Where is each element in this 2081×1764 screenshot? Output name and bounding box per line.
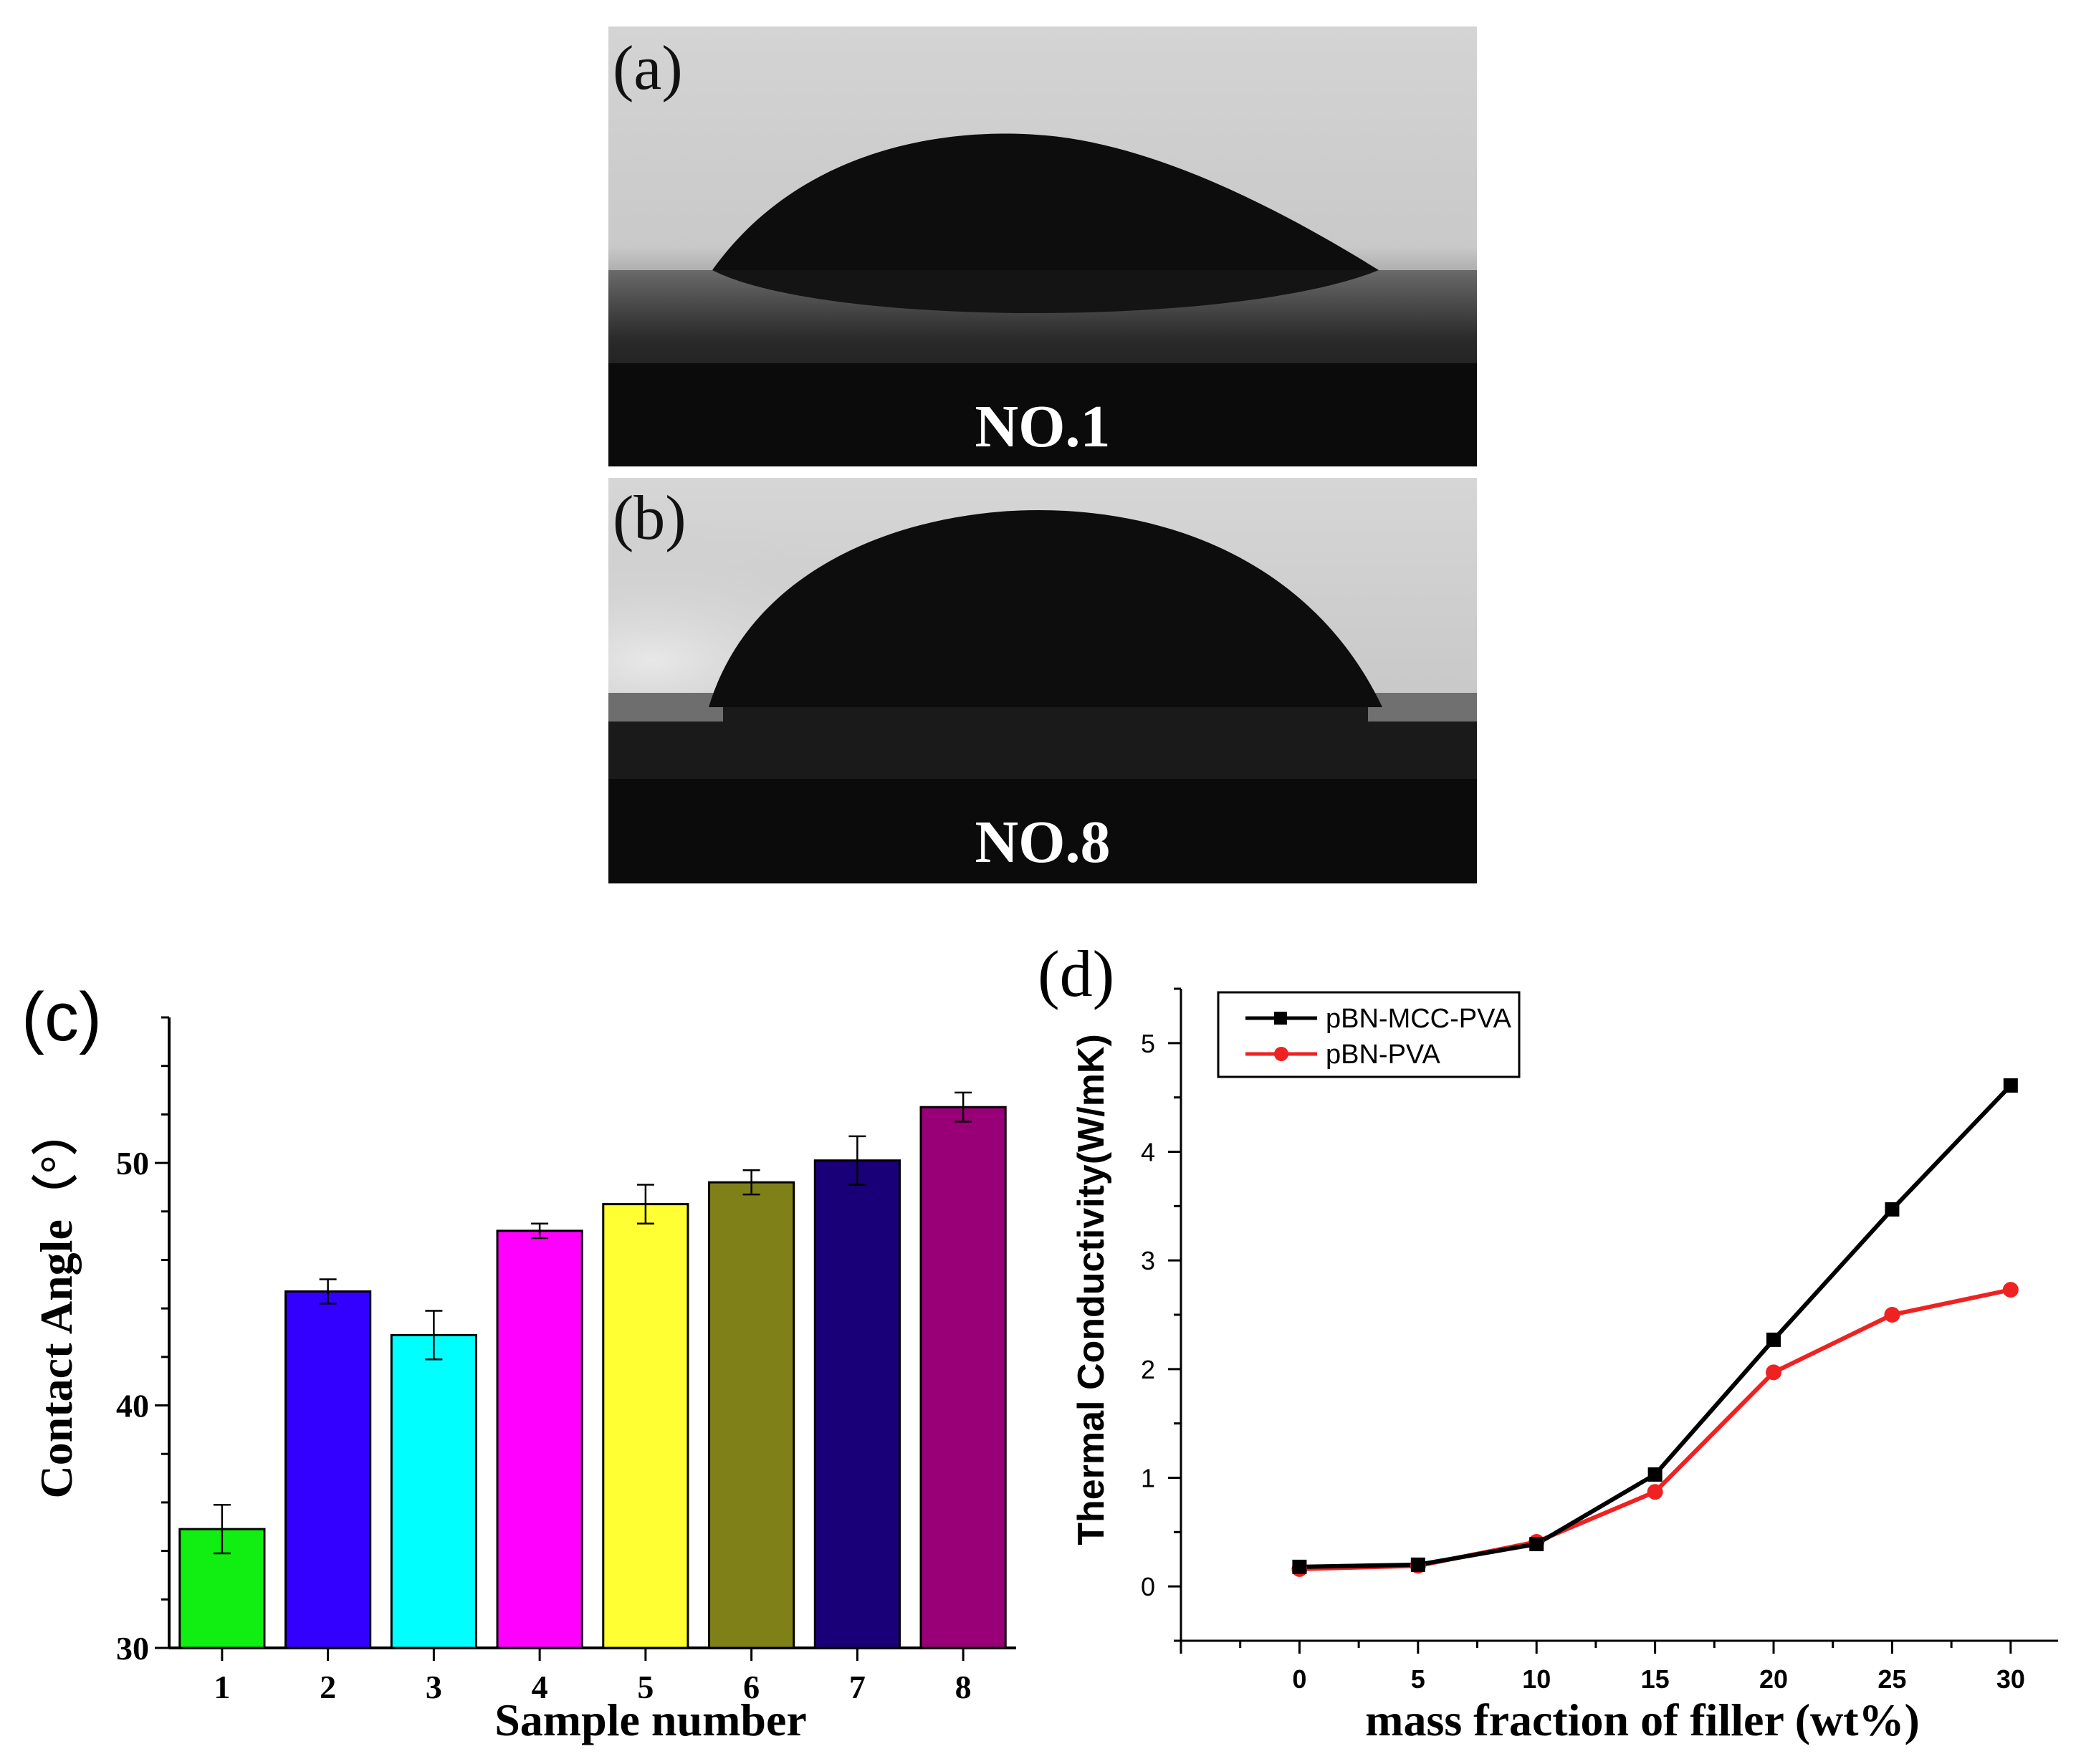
bar-sample-5: [602, 1203, 689, 1649]
legend-label-pBN-MCC-PVA: pBN-MCC-PVA: [1326, 1004, 1512, 1034]
chart-d-series-lines: [1299, 1083, 2013, 1571]
photo-b-caption: NO.8: [975, 809, 1111, 876]
droplet-photo-b: (b) NO.8: [608, 478, 1477, 883]
marker-pBN-MCC-PVA-20: [1766, 1332, 1781, 1347]
legend-entry-pBN-MCC-PVA: pBN-MCC-PVA: [1245, 1004, 1512, 1034]
bar-sample-6: [708, 1181, 795, 1649]
panel-c-label: (c): [21, 979, 102, 1055]
marker-pBN-PVA-10: [1529, 1533, 1545, 1550]
marker-pBN-PVA-25: [1884, 1307, 1900, 1323]
chart-d-y-tick-labels: 0 1 2 3 4 5: [1141, 1029, 1155, 1601]
x-tick-label-8: 8: [955, 1669, 972, 1705]
chart-c-error-bars: [213, 1091, 972, 1555]
legend-entry-pBN-PVA: pBN-PVA: [1245, 1040, 1440, 1070]
bar-sample-2: [284, 1290, 372, 1649]
bar-sample-1: [178, 1528, 266, 1649]
d-x-tick-label-10: 10: [1522, 1664, 1551, 1694]
error-bar-sample-2: [319, 1278, 337, 1305]
marker-pBN-PVA-0: [1291, 1561, 1308, 1577]
marker-pBN-PVA-5: [1410, 1558, 1426, 1574]
marker-pBN-PVA-20: [1766, 1364, 1782, 1381]
d-x-tick-label-25: 25: [1877, 1664, 1906, 1694]
d-x-tick-label-0: 0: [1292, 1664, 1306, 1694]
error-bar-sample-1: [213, 1504, 231, 1555]
series-line-pBN-PVA: [1299, 1288, 2011, 1571]
chart-c-bars: [178, 1106, 1007, 1649]
chart-d-y-axis-label: Thermal Conductivity(W/mK): [1071, 1034, 1112, 1545]
bar-sample-7: [813, 1159, 901, 1649]
droplet-image-no1: [608, 27, 1477, 466]
chart-c-x-axis-label: Sample number: [494, 1695, 807, 1745]
y-tick-label-40: 40: [116, 1388, 149, 1424]
chart-d-axes: [1168, 987, 2058, 1654]
panel-d-label: (d): [1038, 937, 1114, 1010]
marker-pBN-MCC-PVA-15: [1647, 1467, 1663, 1482]
chart-d-x-axis-label: mass fraction of filler (wt%): [1365, 1695, 1920, 1745]
legend-box: [1217, 991, 1521, 1078]
d-y-tick-label-1: 1: [1141, 1464, 1155, 1493]
marker-pBN-MCC-PVA-5: [1410, 1557, 1425, 1572]
chart-c-y-tick-labels: 30 40 50: [116, 1145, 149, 1667]
chart-d-legend: pBN-MCC-PVA pBN-PVA: [1217, 991, 1521, 1078]
marker-pBN-MCC-PVA-0: [1292, 1559, 1307, 1574]
d-x-tick-label-20: 20: [1759, 1664, 1788, 1694]
marker-pBN-MCC-PVA-30: [2003, 1078, 2018, 1093]
bar-sample-3: [390, 1333, 477, 1649]
marker-pBN-MCC-PVA-10: [1529, 1537, 1544, 1552]
d-x-tick-label-15: 15: [1641, 1664, 1670, 1694]
d-y-tick-label-0: 0: [1141, 1572, 1155, 1601]
chart-c-x-tick-labels: 1 2 3 4 5 6 7 8: [214, 1669, 971, 1705]
photo-a-caption: NO.1: [975, 393, 1111, 460]
error-bar-sample-8: [955, 1091, 972, 1123]
d-y-tick-label-5: 5: [1141, 1029, 1155, 1058]
d-x-tick-label-5: 5: [1411, 1664, 1425, 1694]
x-tick-label-4: 4: [532, 1669, 548, 1705]
error-bar-sample-3: [425, 1310, 443, 1361]
chart-c-axes: [155, 1016, 1016, 1661]
y-tick-label-50: 50: [116, 1145, 149, 1181]
error-bar-sample-4: [531, 1222, 549, 1240]
x-tick-label-2: 2: [320, 1669, 336, 1705]
d-y-tick-label-4: 4: [1141, 1138, 1155, 1167]
x-tick-label-7: 7: [849, 1669, 866, 1705]
droplet-photo-a: (a) NO.1: [608, 27, 1477, 466]
bar-sample-8: [919, 1106, 1007, 1649]
x-tick-label-3: 3: [426, 1669, 442, 1705]
d-y-tick-label-2: 2: [1141, 1355, 1155, 1384]
series-line-pBN-MCC-PVA: [1299, 1083, 2013, 1569]
legend-label-pBN-PVA: pBN-PVA: [1326, 1040, 1440, 1070]
chart-d-series-markers: [1291, 1078, 2019, 1577]
y-tick-label-30: 30: [116, 1630, 149, 1667]
marker-pBN-PVA-15: [1647, 1484, 1663, 1500]
d-x-tick-label-30: 30: [1996, 1664, 2025, 1694]
d-y-tick-label-3: 3: [1141, 1246, 1155, 1275]
error-bar-sample-5: [636, 1184, 654, 1224]
photo-b-label: (b): [613, 484, 687, 553]
x-tick-label-5: 5: [637, 1669, 654, 1705]
error-bar-sample-7: [848, 1135, 866, 1186]
x-tick-label-1: 1: [214, 1669, 230, 1705]
marker-pBN-MCC-PVA-25: [1885, 1202, 1900, 1217]
x-tick-label-6: 6: [743, 1669, 760, 1705]
marker-pBN-PVA-30: [2002, 1282, 2019, 1298]
chart-d-x-tick-labels: 0 5 10 15 20 25 30: [1292, 1664, 2024, 1694]
bar-sample-4: [496, 1229, 583, 1649]
error-bar-sample-6: [742, 1169, 760, 1196]
chart-c-y-axis-label: Contact Angle（°）: [31, 1110, 82, 1499]
droplet-image-no8: [608, 478, 1477, 883]
photo-a-label: (a): [613, 34, 683, 103]
